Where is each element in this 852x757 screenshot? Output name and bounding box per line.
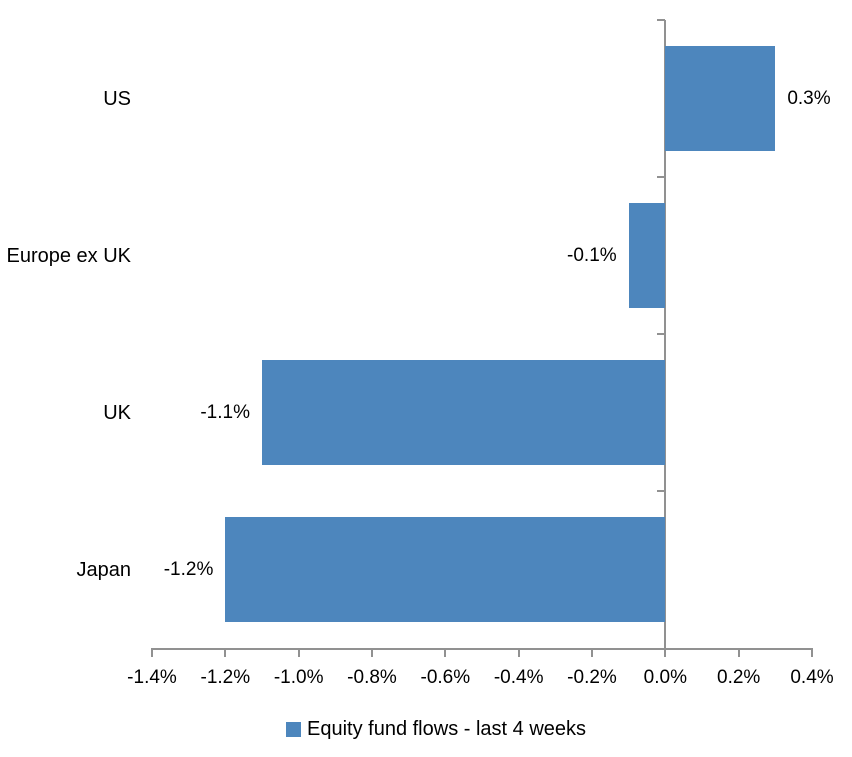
x-tick bbox=[151, 648, 153, 657]
legend-label: Equity fund flows - last 4 weeks bbox=[307, 717, 587, 740]
y-axis-line bbox=[664, 20, 667, 650]
x-tick-label: 0.2% bbox=[717, 667, 761, 688]
category-label-japan: Japan bbox=[76, 558, 132, 581]
x-tick-label: -0.8% bbox=[347, 667, 397, 688]
x-tick-label: -1.2% bbox=[200, 667, 251, 688]
bar-uk bbox=[262, 360, 666, 465]
category-label-us: US bbox=[103, 87, 131, 110]
x-tick bbox=[224, 648, 227, 657]
x-tick-label: -0.4% bbox=[493, 667, 544, 688]
legend-swatch bbox=[286, 721, 301, 737]
x-tick bbox=[811, 648, 813, 657]
category-label-uk: UK bbox=[103, 401, 131, 424]
x-tick-label: -0.2% bbox=[567, 667, 617, 688]
y-tick bbox=[657, 176, 666, 178]
category-label-europe-ex-uk: Europe ex UK bbox=[6, 244, 131, 267]
x-tick-label: -0.6% bbox=[420, 667, 471, 688]
bar-japan bbox=[225, 517, 666, 622]
data-label-europe-ex-uk: -0.1% bbox=[567, 244, 617, 266]
x-tick bbox=[737, 648, 740, 657]
data-label-us: 0.3% bbox=[787, 87, 831, 109]
x-tick bbox=[371, 648, 373, 657]
x-tick bbox=[664, 648, 667, 657]
y-tick bbox=[657, 490, 666, 492]
x-tick-label: 0.0% bbox=[643, 667, 687, 688]
legend: Equity fund flows - last 4 weeks bbox=[286, 718, 586, 740]
y-tick bbox=[657, 19, 666, 21]
x-tick bbox=[444, 648, 447, 657]
x-tick-label: -1.4% bbox=[127, 667, 177, 688]
bar-us bbox=[665, 46, 776, 151]
x-tick-label: 0.4% bbox=[790, 667, 834, 688]
x-tick-label: -1.0% bbox=[273, 667, 324, 688]
bar-europe-ex-uk bbox=[628, 203, 666, 308]
data-label-japan: -1.2% bbox=[163, 558, 214, 580]
x-axis-line bbox=[151, 648, 813, 650]
x-tick bbox=[591, 648, 593, 657]
data-label-uk: -1.1% bbox=[200, 401, 250, 423]
x-tick bbox=[517, 648, 520, 657]
x-tick bbox=[297, 648, 300, 657]
y-tick bbox=[657, 333, 666, 335]
